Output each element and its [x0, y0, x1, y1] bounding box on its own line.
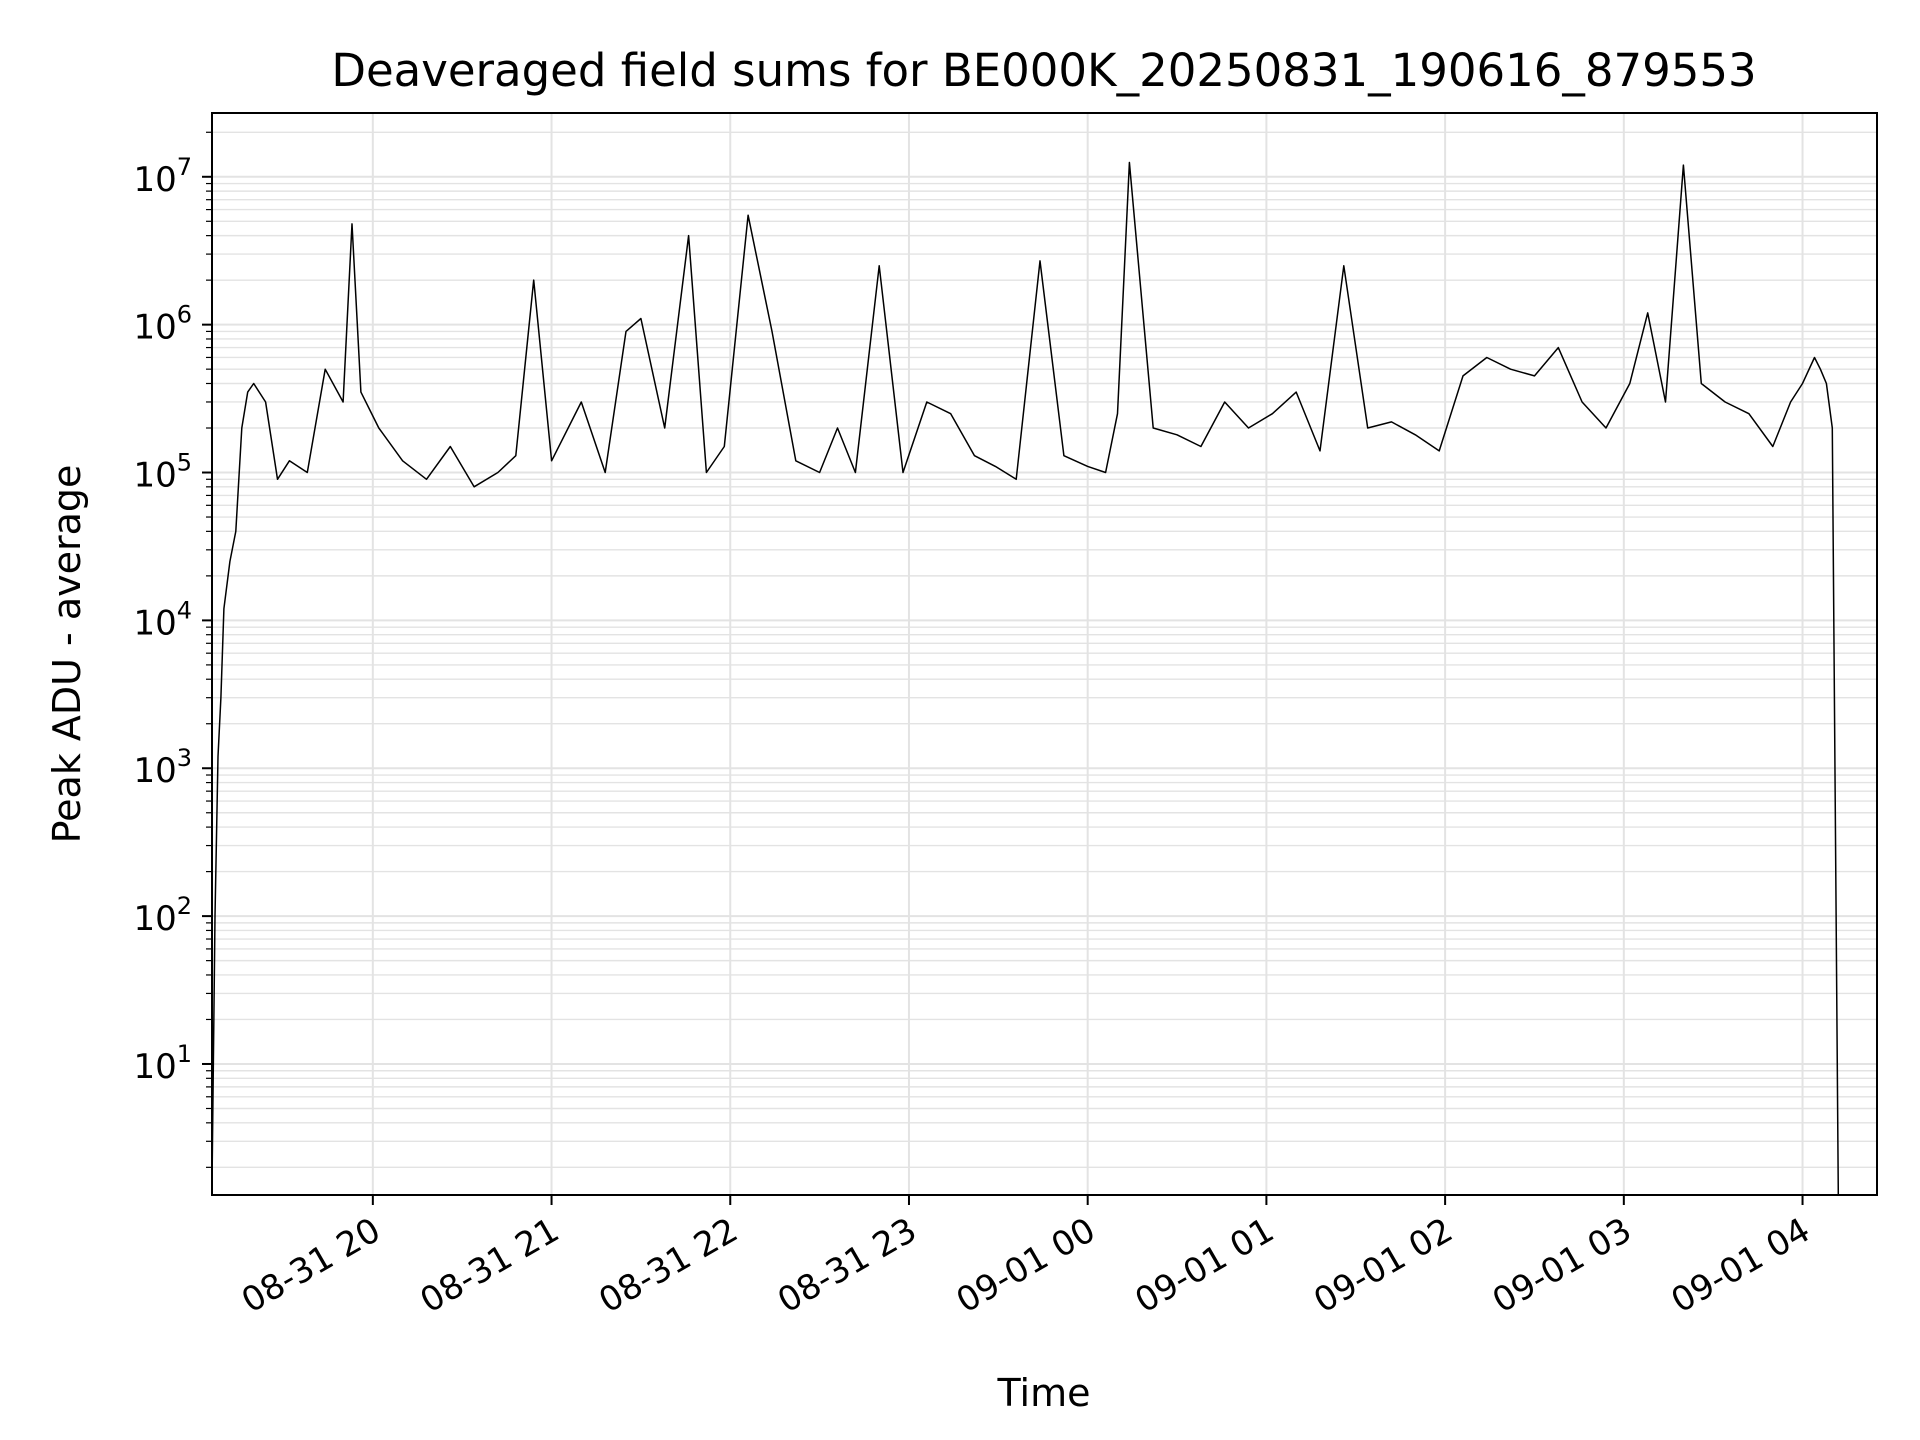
x-tick-label: 09-01 02 [1307, 1210, 1459, 1321]
y-tick-label: 107 [133, 153, 192, 200]
x-tick-label: 08-31 23 [771, 1210, 923, 1321]
x-axis-label: Time [997, 1371, 1091, 1415]
x-tick-label: 08-31 21 [414, 1210, 566, 1321]
chart-title: Deaveraged field sums for BE000K_2025083… [331, 44, 1756, 97]
y-axis-label: Peak ADU - average [45, 465, 89, 844]
x-tick-label: 09-01 03 [1486, 1210, 1638, 1321]
y-tick-label: 102 [133, 892, 192, 939]
x-tick-label: 08-31 22 [592, 1210, 744, 1321]
x-tick-label: 08-31 20 [235, 1210, 387, 1321]
y-tick-label: 106 [133, 301, 192, 348]
x-tick-label: 09-01 01 [1129, 1210, 1281, 1321]
x-tick-label: 09-01 00 [950, 1210, 1102, 1321]
series-line [211, 161, 1840, 1196]
x-tick-label: 09-01 04 [1665, 1210, 1817, 1321]
plot-frame [211, 112, 1878, 1196]
y-tick-label: 101 [133, 1040, 192, 1087]
y-tick-label: 103 [133, 744, 192, 791]
y-tick-label: 105 [133, 449, 192, 496]
grid-lines [212, 113, 1877, 1195]
y-tick-label: 104 [133, 596, 192, 643]
